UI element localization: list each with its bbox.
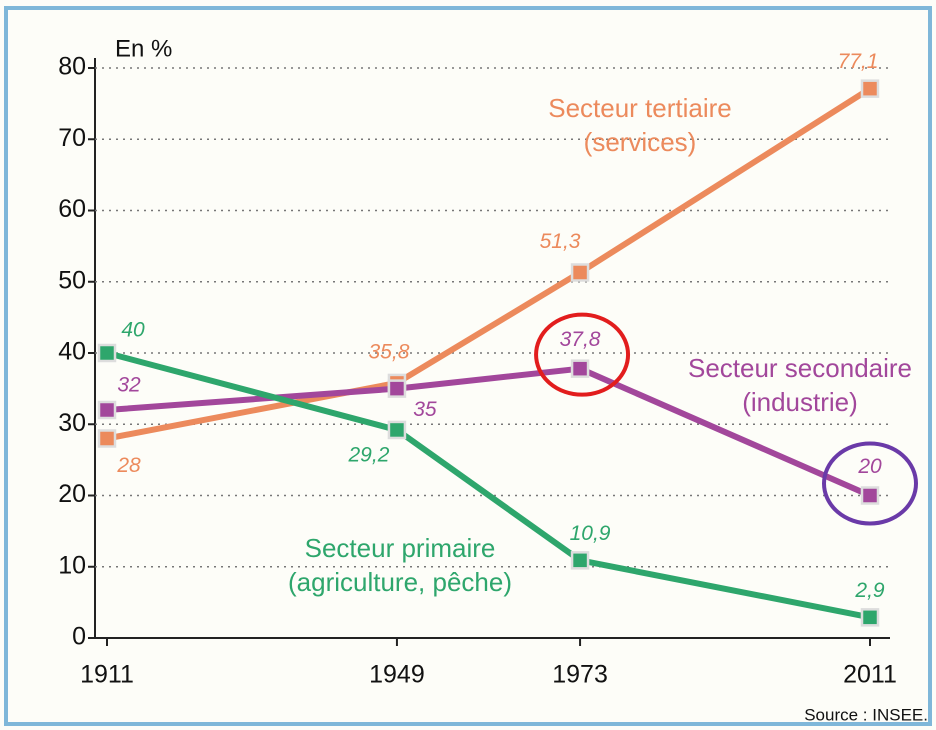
data-label: 20 [857,455,882,478]
y-tick-label: 80 [58,53,86,81]
data-label: 40 [121,319,145,342]
data-point [97,343,117,363]
y-tick-label: 70 [58,124,86,152]
data-point [570,263,590,282]
y-tick-label: 10 [58,551,86,579]
y-axis-label: En % [115,35,172,62]
data-label: 51,3 [540,230,581,253]
data-label: 35,8 [369,340,410,363]
data-label: 2,9 [854,579,885,602]
data-point [97,429,117,448]
data-label: 35 [413,398,437,421]
highlight-circle [534,312,631,397]
x-tick-label: 1911 [80,661,134,689]
data-point [860,608,880,627]
series-name: Secteur secondaire (industrie) [687,353,913,417]
y-tick-label: 0 [72,623,86,651]
series-line [106,86,872,442]
data-label: 77,1 [838,50,879,73]
data-label: 29,2 [348,443,390,466]
series-name: Secteur primaire (agriculture, pêche) [288,533,512,597]
data-point [387,379,407,398]
source: Source : INSEE. [804,705,928,724]
data-label: 37,8 [560,328,601,351]
series-name: Secteur tertiaire (services) [548,93,732,157]
x-tick-label: 1949 [369,661,425,689]
y-tick-label: 30 [58,409,86,437]
x-tick-label: 2011 [843,661,897,689]
data-point [570,551,590,570]
x-tick-label: 1973 [552,661,608,689]
series-line [106,350,871,621]
frame [4,6,932,726]
y-tick-label: 50 [58,266,86,294]
data-point [860,486,880,505]
highlight-circle [822,441,918,526]
series-line [106,365,872,499]
data-point [97,400,117,420]
data-label: 10,9 [570,522,611,545]
data-label: 32 [117,374,141,397]
y-tick-label: 60 [58,195,86,223]
y-tick-label: 40 [58,338,86,366]
y-tick-label: 20 [58,480,86,508]
data-point [860,79,880,98]
data-point [387,420,407,440]
data-label: 28 [116,454,141,477]
data-point [570,359,590,378]
